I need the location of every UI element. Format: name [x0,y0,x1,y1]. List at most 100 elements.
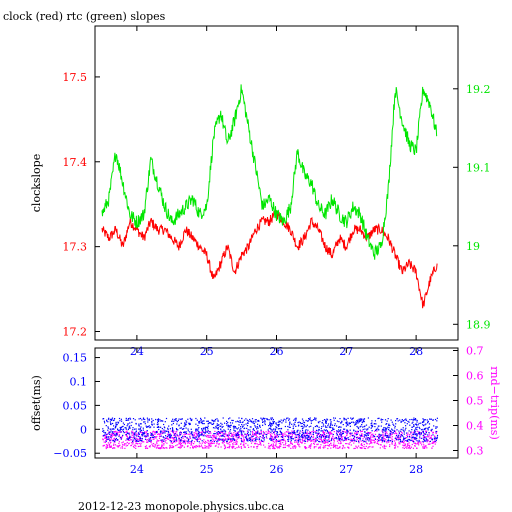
scatter-point [167,438,169,440]
scatter-point [214,436,216,438]
scatter-point [430,437,432,439]
scatter-point [125,434,127,436]
scatter-point [158,428,160,431]
scatter-point [109,439,111,441]
scatter-point [284,439,286,441]
scatter-point [203,439,205,441]
scatter-point [156,441,158,443]
scatter-point [216,418,218,420]
scatter-point [129,427,131,429]
scatter-point [369,439,371,441]
scatter-point [217,446,219,448]
scatter-point [129,426,131,428]
scatter-point [140,439,142,442]
scatter-point [411,437,413,439]
scatter-point [363,426,365,428]
scatter-point [142,432,144,434]
scatter-point [289,422,291,424]
scatter-point [340,441,342,443]
scatter-point [370,441,372,443]
scatter-point [403,447,405,449]
scatter-point [233,429,235,431]
scatter-point [121,442,123,444]
scatter-point [288,444,290,446]
scatter-point [210,445,212,447]
scatter-point [363,447,365,449]
scatter-point [241,434,243,436]
scatter-point [237,421,240,423]
scatter-point [276,436,278,438]
scatter-point [361,433,363,435]
scatter-point [102,430,104,432]
scatter-point [409,419,411,421]
scatter-point [415,439,417,441]
scatter-point [339,437,341,439]
scatter-point [402,444,404,446]
scatter-point [211,437,213,439]
scatter-point [252,429,254,431]
scatter-point [414,445,416,447]
scatter-point [113,431,116,433]
scatter-point [152,431,154,433]
scatter-point [164,441,166,443]
scatter-point [305,426,307,428]
scatter-point [302,427,304,429]
scatter-point [202,435,204,437]
scatter-point [304,446,306,448]
scatter-point [243,419,246,421]
scatter-point [247,439,249,441]
scatter-point [334,424,336,427]
scatter-point [283,418,285,420]
scatter-point [346,434,348,437]
scatter-point [183,431,186,433]
scatter-point [412,447,414,449]
scatter-point [134,419,136,421]
scatter-point [341,436,343,438]
scatter-point [382,437,384,439]
scatter-point [171,440,173,442]
scatter-point [110,422,112,424]
scatter-point [302,429,304,431]
scatter-point [228,445,231,448]
scatter-point [340,432,342,434]
scatter-point [370,439,372,441]
scatter-point [374,420,376,422]
scatter-point [339,426,341,428]
scatter-point [240,440,243,442]
scatter-point [143,441,145,443]
scatter-point [112,422,114,425]
scatter-point [179,431,182,433]
scatter-point [273,448,275,450]
scatter-point [126,430,128,432]
scatter-point [275,422,277,424]
scatter-point [200,444,203,446]
scatter-point [245,435,247,437]
scatter-point [385,441,387,443]
scatter-point [395,436,397,438]
scatter-point [363,418,366,420]
scatter-point [358,441,360,443]
scatter-point [117,422,120,424]
scatter-point [283,444,285,446]
scatter-point [240,430,242,432]
scatter-point [292,427,295,429]
scatter-point [319,446,321,448]
scatter-point [191,433,193,435]
scatter-point [391,432,393,434]
scatter-point [132,432,134,434]
scatter-point [307,420,309,422]
scatter-point [140,432,142,434]
scatter-point [416,447,418,449]
scatter-point [170,436,172,438]
scatter-point [191,431,193,433]
scatter-point [422,418,424,420]
scatter-point [198,431,200,433]
scatter-point [212,438,214,440]
scatter-point [251,418,254,420]
scatter-point [107,429,109,431]
scatter-point [104,441,107,443]
scatter-point [321,426,323,428]
scatter-point [299,446,301,448]
scatter-point [169,447,171,449]
scatter-point [178,443,180,445]
